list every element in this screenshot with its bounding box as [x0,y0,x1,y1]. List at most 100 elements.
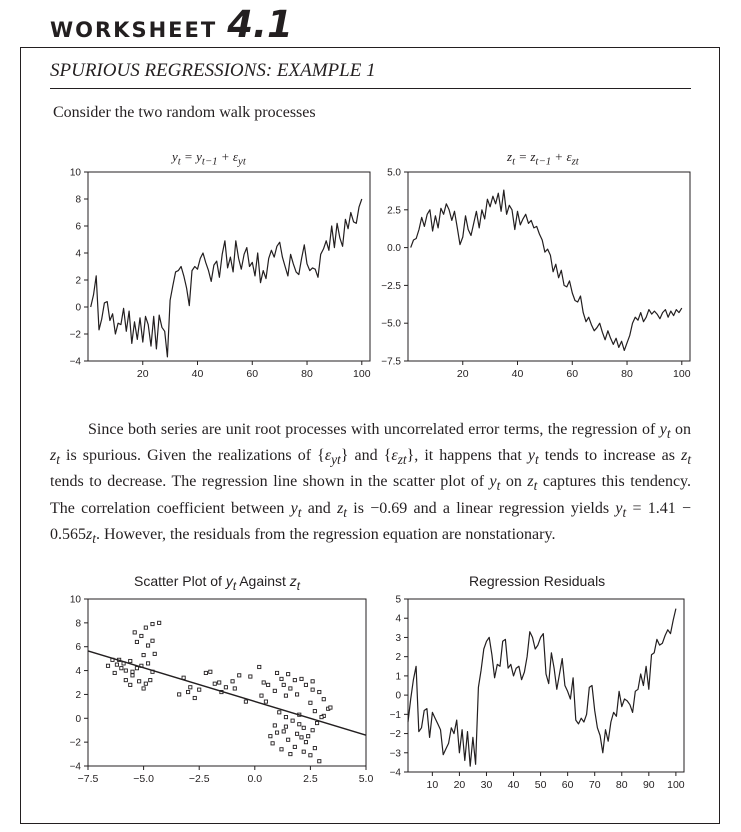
x-tick-label: 40 [192,368,204,380]
y-tick-label: 1 [395,671,401,682]
y-tick-label: 0 [75,714,81,725]
scatter-point [308,753,313,758]
scatter-point [263,699,268,704]
scatter-point [261,680,266,685]
x-tick-label: 40 [508,779,520,791]
x-tick-label: −5.0 [133,773,154,785]
x-tick-label: 30 [481,779,493,791]
scatter-point [143,625,148,630]
plot-frame [407,598,685,773]
scatter-point [288,686,293,691]
scatter-point [123,668,128,673]
scatter-point [192,695,197,701]
scatter-point [128,682,133,687]
y-tick-label: −7.5 [381,357,401,368]
scatter-point [130,669,135,674]
plot-frame [407,171,691,362]
y-tick-label: 5.0 [387,168,401,179]
scatter-point [134,666,139,671]
x-tick-label: 0.0 [247,773,262,785]
x-tick-label: 80 [621,368,633,380]
scatter-point [303,682,309,687]
scatter-point [308,700,313,705]
x-tick-label: 60 [566,368,578,380]
plot-frame [87,171,371,362]
scatter-point [297,722,302,727]
scatter-point [268,734,273,739]
scatter-point [148,678,153,683]
scatter-point [105,663,111,668]
scatter-point [310,687,315,692]
series-line [407,608,677,767]
y-tick-label: −5.0 [381,319,401,330]
y-tick-label: 2 [395,652,401,663]
scatter-point [290,718,295,723]
scatter-point [208,669,213,674]
scatter-point [232,686,237,691]
scatter-point [243,699,248,704]
worksheet-frame [20,47,720,824]
scatter-point [274,670,280,676]
chart-scatter-y-vs-z: 10 8 6 4 2 0 −2 −4−7.5 −5.0 −2.5 0.0 2.5 5.0 [70,595,374,786]
x-tick-label: 80 [616,779,628,791]
scatter-point [123,678,128,683]
scatter-point [266,682,271,687]
y-tick-label: −1 [390,710,402,721]
y-tick-label: 6 [75,642,81,653]
y-tick-label: 0.0 [387,243,401,254]
y-tick-label: 4 [395,614,401,625]
scatter-point [145,661,151,666]
x-tick-label: 10 [427,779,439,791]
scatter-point [288,752,293,757]
y-tick-label: 0 [395,691,401,702]
scatter-point [328,705,333,710]
scatter-point [259,693,264,698]
scatter-point [299,735,304,740]
scatter-point [130,673,135,678]
y-tick-label: 4 [75,666,81,677]
scatter-point [137,679,142,684]
y-tick-label: 6 [75,222,81,233]
x-tick-label: 60 [246,368,258,380]
scatter-point [301,725,306,730]
x-tick-label: 5.0 [359,773,374,785]
scatter-point [281,729,286,734]
scatter-point [279,676,284,681]
scatter-point [177,692,182,697]
y-tick-label: 8 [75,195,81,206]
y-tick-label: −4 [70,357,82,368]
scatter-point [295,692,300,697]
scatter-point [283,724,288,729]
scatter-point [292,678,297,683]
x-tick-label: 80 [301,368,313,380]
scatter-point [299,676,304,681]
scatter-point [143,681,148,686]
scatter-point [150,638,155,643]
x-tick-label: 70 [589,779,601,791]
y-tick-label: −4 [390,768,402,779]
y-tick-label: 3 [395,633,401,644]
scatter-point [312,709,317,714]
scatter-point [217,680,222,685]
x-tick-label: 100 [667,779,685,791]
worksheet-title: WORKSHEET 4.1 [50,3,293,46]
scatter-point [283,715,288,720]
y-tick-label: 5 [395,595,401,606]
y-tick-label: 8 [75,618,81,629]
scatter-point [317,759,322,764]
y-tick-label: −3 [390,748,402,759]
x-tick-label: 2.5 [303,773,318,785]
scatter-point [128,658,133,664]
chart-title-residuals: Regression Residuals [469,573,606,589]
plot-frame [87,598,367,767]
scatter-point [281,682,286,687]
y-tick-label: −2 [70,330,82,341]
scatter-point [212,681,217,686]
x-tick-label: 60 [562,779,574,791]
scatter-point [279,747,284,752]
y-tick-label: −4 [70,762,82,773]
scatter-point [319,715,324,720]
worksheet-number: 4.1 [227,3,293,46]
